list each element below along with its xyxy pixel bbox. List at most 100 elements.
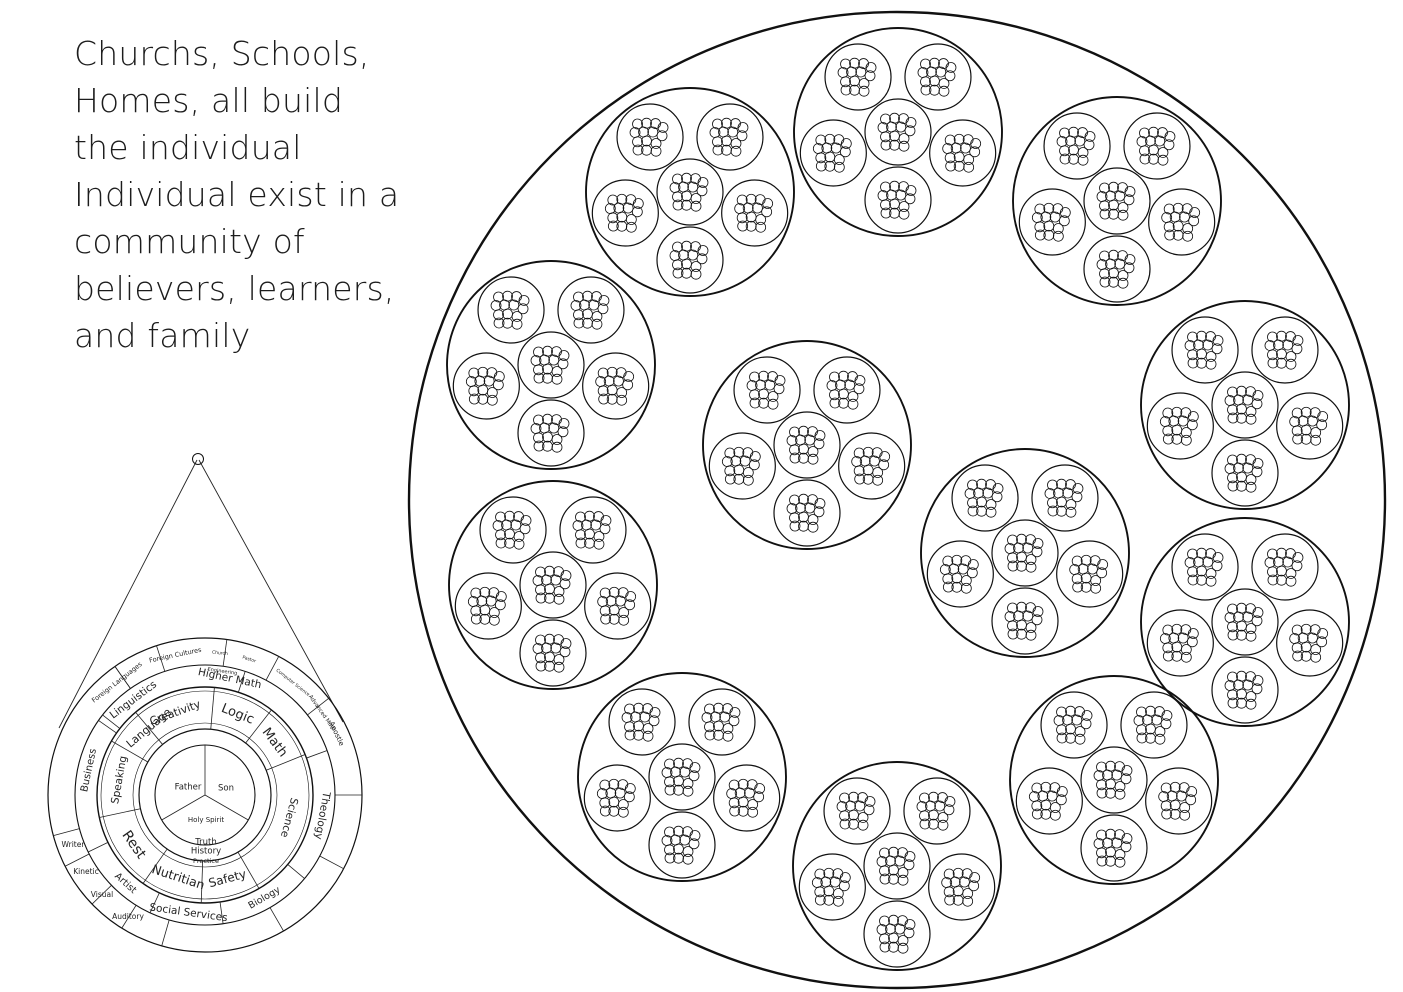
- member-circle: [840, 138, 852, 149]
- member-circle: [689, 830, 701, 841]
- family-6: [1171, 316, 1239, 384]
- family-6: [1043, 112, 1111, 180]
- member-circle: [879, 847, 890, 859]
- family-6: [823, 777, 891, 845]
- member-circle: [898, 201, 910, 212]
- member-circle: [722, 730, 734, 742]
- family-circle: [733, 356, 801, 424]
- member-circle: [1031, 614, 1043, 626]
- family-4: [656, 226, 724, 294]
- member-circle: [493, 309, 504, 321]
- outer-ring-label-4: Pastor: [241, 654, 256, 664]
- member-circle: [559, 578, 571, 590]
- member-circle: [1056, 786, 1068, 797]
- member-circle: [1007, 628, 1019, 640]
- member-circle: [814, 894, 826, 906]
- member-circle: [1162, 425, 1174, 437]
- member-circle: [1139, 127, 1150, 139]
- member-circle: [960, 142, 971, 154]
- member-circle: [864, 70, 876, 82]
- member-circle: [492, 379, 504, 391]
- outer-ring-label-3: Church: [212, 649, 229, 657]
- member-circle: [1154, 733, 1166, 745]
- family-5: [1015, 767, 1083, 835]
- member-circle: [943, 804, 955, 816]
- middle-ring-divider: [98, 720, 117, 734]
- family-4: [517, 399, 585, 467]
- tether-left-line: [58, 459, 198, 729]
- family-circle: [903, 777, 971, 845]
- member-circle: [1186, 636, 1198, 648]
- member-circle: [682, 785, 694, 797]
- member-circle: [623, 371, 635, 382]
- member-circle: [1096, 761, 1107, 773]
- member-circle: [625, 214, 637, 225]
- member-circle: [879, 933, 890, 945]
- outer-ring-divider: [121, 905, 137, 929]
- member-circle: [1171, 641, 1183, 653]
- member-circle: [737, 220, 749, 232]
- member-circle: [551, 441, 563, 453]
- member-circle: [905, 117, 917, 128]
- member-circle: [1227, 603, 1238, 615]
- member-circle: [1071, 714, 1083, 726]
- member-circle: [632, 198, 644, 209]
- member-circle: [1071, 573, 1083, 585]
- member-circle: [1187, 628, 1199, 639]
- member-circle: [904, 851, 916, 862]
- member-circle: [1139, 153, 1151, 165]
- member-circle: [1267, 574, 1279, 586]
- group-circle: [920, 448, 1130, 658]
- member-circle: [960, 575, 972, 586]
- middle-ring-divider: [287, 864, 305, 879]
- member-circle: [597, 303, 609, 315]
- member-circle: [1236, 620, 1247, 632]
- member-circle: [1245, 698, 1257, 710]
- outer-ring-divider: [161, 919, 170, 947]
- member-circle: [744, 787, 755, 799]
- family-circle: [1040, 691, 1108, 759]
- member-circle: [722, 723, 734, 734]
- member-circle: [1285, 568, 1297, 579]
- member-circle: [898, 140, 910, 152]
- outer-ring-divider: [64, 853, 90, 867]
- family-circle: [1146, 392, 1214, 460]
- family-circle: [798, 853, 866, 921]
- member-circle: [713, 720, 724, 732]
- member-circle: [622, 202, 634, 214]
- member-circle: [1031, 800, 1043, 812]
- member-circle: [1124, 186, 1136, 197]
- outer-ring-divider: [91, 885, 112, 905]
- community-group-10: [577, 672, 787, 882]
- member-circle: [616, 387, 628, 398]
- member-circle: [898, 133, 910, 144]
- family-4: [519, 619, 587, 687]
- group-circle: [446, 260, 656, 470]
- member-circle: [542, 431, 553, 443]
- member-circle: [672, 267, 684, 279]
- member-circle: [551, 373, 563, 385]
- family-circle: [1171, 533, 1239, 601]
- member-circle: [1291, 560, 1303, 572]
- member-circle: [1123, 194, 1135, 206]
- member-circle: [928, 809, 939, 821]
- member-circle: [839, 146, 851, 158]
- member-circle: [1120, 773, 1132, 785]
- group-circle: [448, 480, 658, 690]
- member-circle: [1187, 411, 1199, 422]
- member-circle: [485, 595, 497, 607]
- family-circle: [452, 352, 520, 420]
- member-circle: [1307, 632, 1318, 644]
- member-circle: [696, 253, 708, 265]
- member-circle: [1310, 651, 1322, 663]
- middle-ring-label-engineering: Engineering: [207, 667, 238, 677]
- family-circle: [708, 432, 776, 500]
- member-circle: [967, 497, 978, 509]
- member-circle: [1047, 505, 1059, 517]
- foundation-circle-outer: [132, 722, 278, 868]
- member-circle: [623, 791, 635, 803]
- group-circle: [793, 27, 1003, 237]
- community-group-7: [448, 480, 658, 690]
- member-circle: [814, 868, 826, 880]
